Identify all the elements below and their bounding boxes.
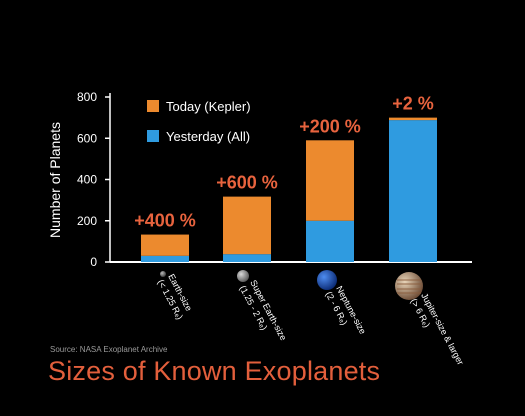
source-note: Source: NASA Exoplanet Archive xyxy=(50,345,168,354)
chart-title: Sizes of Known Exoplanets xyxy=(48,356,381,386)
y-tick-label: 600 xyxy=(77,131,97,145)
bar-labels: +400 % +600 % +200 % +2 % xyxy=(134,94,434,231)
bar-today xyxy=(389,117,437,121)
bar-percent-label: +600 % xyxy=(216,173,278,193)
bars xyxy=(141,117,437,262)
legend-swatch xyxy=(147,130,159,142)
super-earth-icon xyxy=(237,270,249,282)
bar-yesterday xyxy=(306,220,354,262)
bar-today xyxy=(306,140,354,221)
y-tick-label: 400 xyxy=(77,173,97,187)
bar-yesterday xyxy=(389,120,437,262)
x-tick-group: Jupiter-size & larger(> 6 Rₑ) xyxy=(409,291,466,366)
neptune-icon xyxy=(317,270,337,290)
bar-yesterday xyxy=(141,255,189,262)
x-tick-label: Jupiter-size & larger xyxy=(419,291,465,366)
y-axis-label: Number of Planets xyxy=(47,122,63,238)
legend-swatch xyxy=(147,100,159,112)
bar-percent-label: +2 % xyxy=(392,94,434,114)
jupiter-icon xyxy=(395,272,423,300)
bar-yesterday xyxy=(223,254,271,262)
bar-percent-label: +400 % xyxy=(134,211,196,231)
bar-today xyxy=(141,234,189,256)
bar-percent-label: +200 % xyxy=(299,116,361,136)
earth-icon xyxy=(160,271,166,277)
x-tick-group: Neptune-size(2 - 6 Rₑ) xyxy=(324,284,368,336)
legend-label: Yesterday (All) xyxy=(166,129,250,144)
y-tick-label: 800 xyxy=(77,90,97,104)
y-tick-label: 200 xyxy=(77,214,97,228)
x-tick-group: Earth-size(< 1.25 Rₑ) xyxy=(156,272,194,321)
bar-today xyxy=(223,196,271,255)
legend-label: Today (Kepler) xyxy=(166,99,251,114)
x-tick-group: Super Earth-size(1.25 - 2 Rₑ) xyxy=(238,278,289,342)
legend: Today (Kepler) Yesterday (All) xyxy=(147,99,251,144)
planet-icons xyxy=(160,270,423,300)
y-tick-label: 0 xyxy=(90,255,97,269)
